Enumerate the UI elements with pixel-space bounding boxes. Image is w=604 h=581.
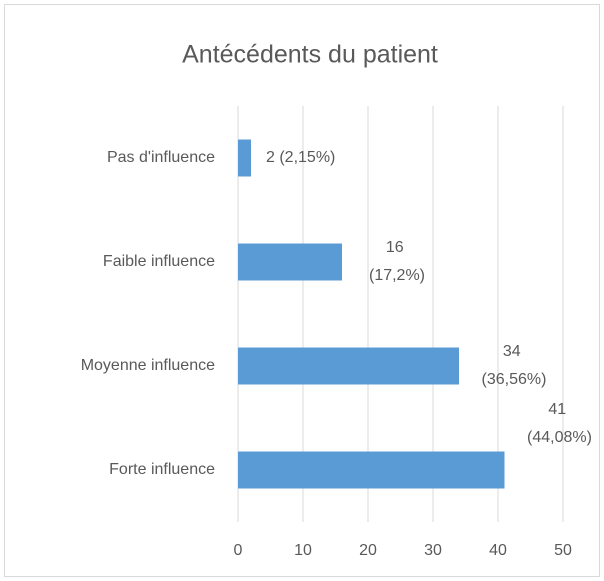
data-label: 41 (44,08%) [527,401,592,446]
bar [238,347,459,385]
x-tick-label: 10 [294,542,312,559]
data-label: 34 (36,56%) [482,343,547,388]
bar [238,243,342,281]
data-label-line: (44,08%) [527,429,592,446]
x-tick-label: 20 [359,542,377,559]
x-tick-label: 50 [554,542,572,559]
data-label: 2 (2,15%) [266,149,335,166]
y-tick-label: Forte influence [109,461,215,478]
data-label-line: (36,56%) [482,371,547,388]
y-tick-label: Pas d'influence [107,149,215,166]
bar [238,451,505,489]
data-label-line: 41 [548,401,570,418]
data-label-line: 16 [386,239,408,256]
x-tick-label: 0 [234,542,243,559]
y-tick-label: Faible influence [103,253,215,270]
chart-title: Antécédents du patient [182,41,438,69]
data-label: 16 (17,2%) [369,239,425,284]
x-tick-label: 40 [489,542,507,559]
bar [238,139,251,177]
chart-border [4,4,600,577]
data-label-line: 34 [503,343,525,360]
y-tick-label: Moyenne influence [81,357,215,374]
data-label-line: (17,2%) [369,267,425,284]
x-tick-label: 30 [424,542,442,559]
